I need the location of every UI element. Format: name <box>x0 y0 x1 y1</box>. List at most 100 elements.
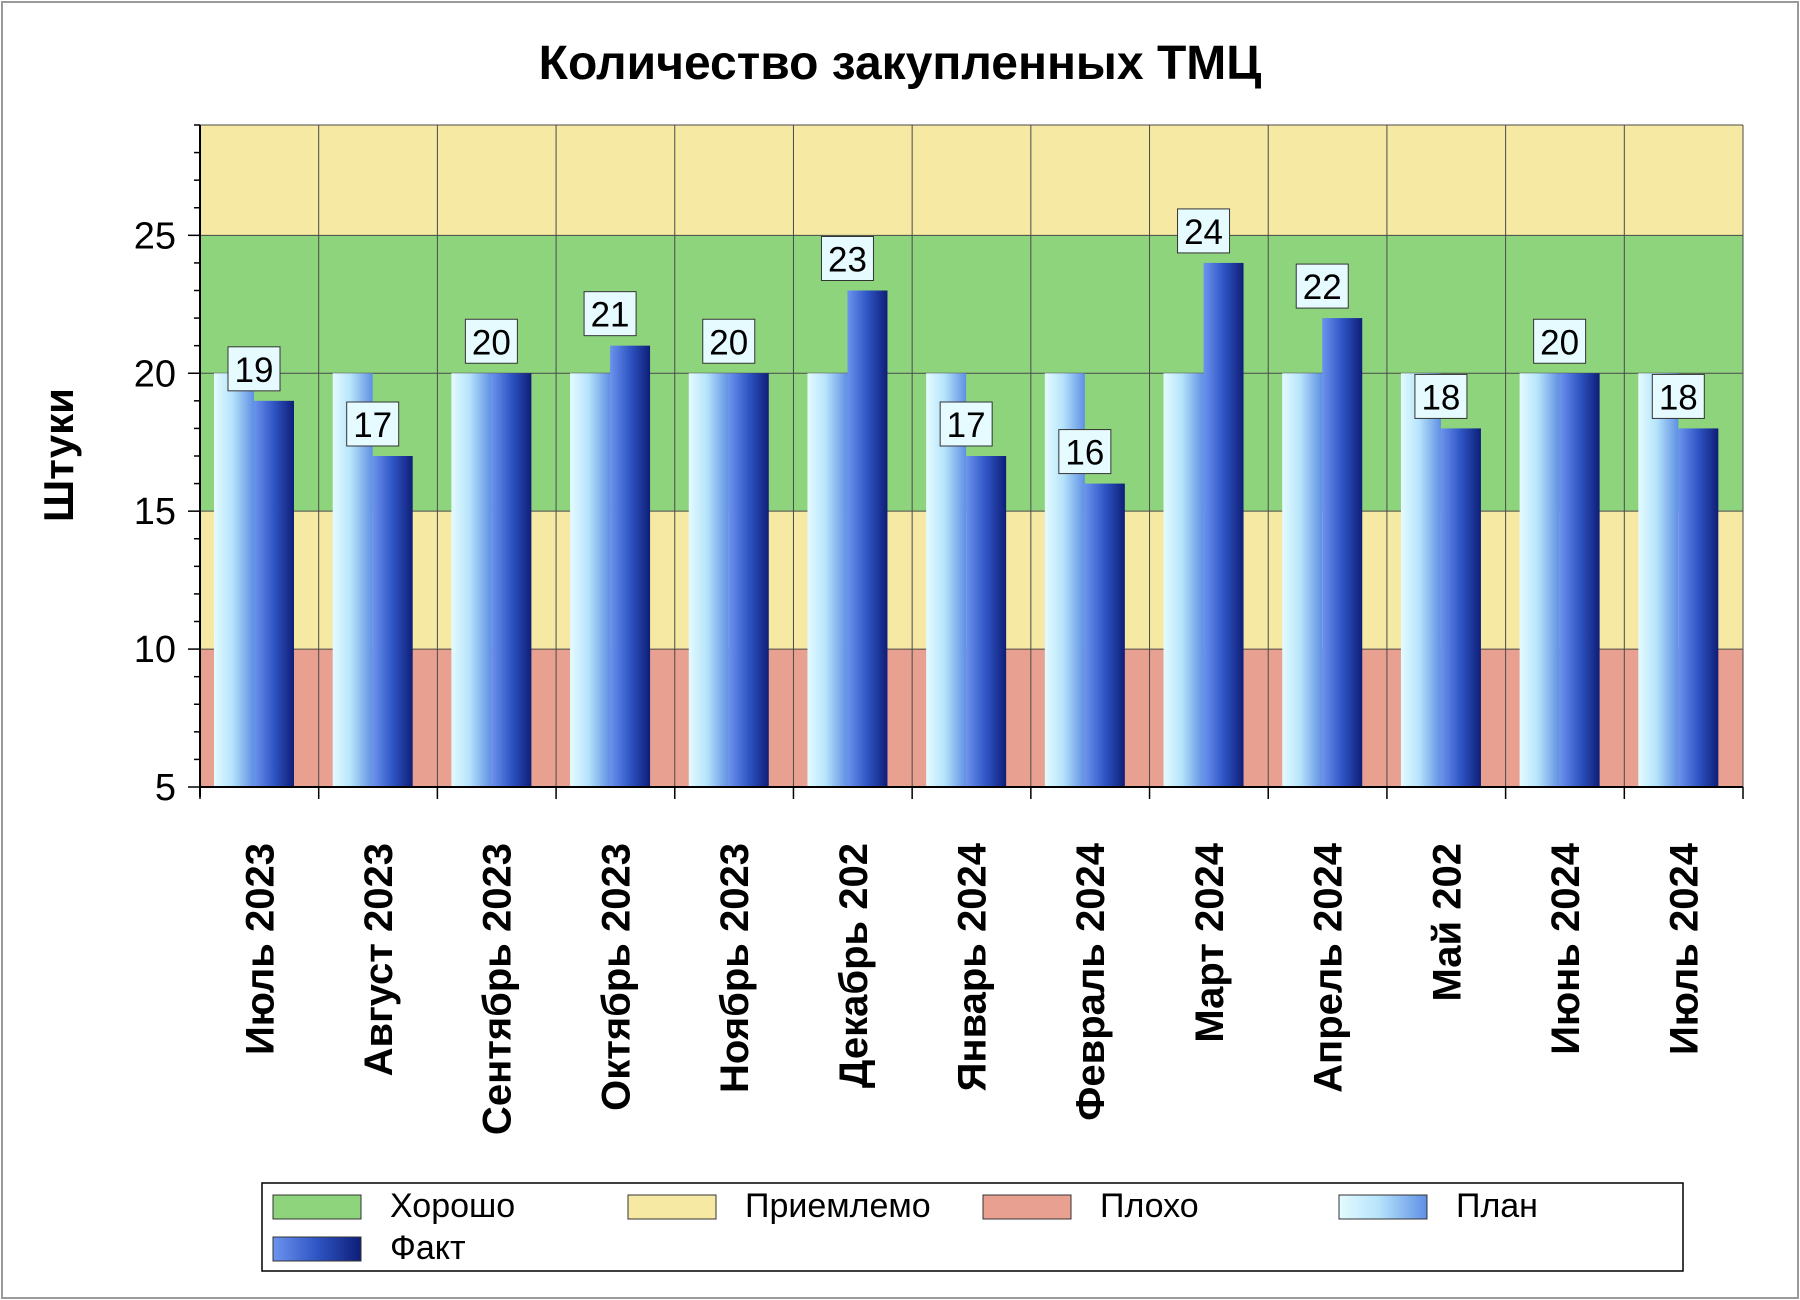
bar-plan-4 <box>688 373 729 787</box>
data-label-text-1: 17 <box>353 406 392 445</box>
bar-fact-10 <box>1440 428 1481 787</box>
bar-fact-1 <box>372 456 413 787</box>
bar-plan-0 <box>214 373 254 787</box>
data-label-box-3 <box>583 291 637 337</box>
data-label-12: 18 <box>1651 373 1705 419</box>
data-label-8: 24 <box>1177 208 1231 254</box>
data-label-text-8: 24 <box>1184 213 1223 252</box>
y-tick-label-2: 15 <box>134 491 176 533</box>
legend-swatch-4 <box>272 1236 362 1262</box>
legend: Хорошо Приемлемо Плохо План Факт <box>261 1182 1684 1272</box>
data-label-box-12 <box>1651 373 1705 419</box>
data-label-box-11 <box>1533 318 1587 364</box>
y-tick-label-1: 10 <box>134 629 176 671</box>
data-label-1: 17 <box>346 401 400 447</box>
y-tick-label-3: 20 <box>134 353 176 395</box>
data-label-box-1 <box>346 401 400 447</box>
data-label-text-5: 23 <box>828 241 867 280</box>
bar-plan-10 <box>1400 373 1441 787</box>
x-category-label-4: Ноябрь 2023 <box>713 843 757 1093</box>
data-label-5: 23 <box>820 236 874 281</box>
data-label-box-0 <box>227 346 281 392</box>
y-tick-label-0: 5 <box>155 767 176 809</box>
chart-title: Количество закупленных ТМЦ <box>539 37 1262 90</box>
x-category-label-12: Июль 2024 <box>1663 842 1707 1055</box>
band-3 <box>200 125 1743 236</box>
data-label-9: 22 <box>1295 263 1349 309</box>
data-label-text-6: 17 <box>947 406 986 445</box>
data-label-box-6 <box>939 401 993 447</box>
bar-plan-11 <box>1519 373 1560 787</box>
data-label-box-2 <box>464 318 518 364</box>
bar-fact-11 <box>1559 373 1600 787</box>
bar-fact-9 <box>1322 318 1363 787</box>
bar-plan-12 <box>1638 373 1679 787</box>
x-category-label-3: Октябрь 2023 <box>594 843 638 1111</box>
legend-label-1: Приемлемо <box>745 1187 931 1225</box>
data-label-10: 18 <box>1414 373 1468 419</box>
x-category-label-9: Апрель 2024 <box>1307 842 1351 1093</box>
data-label-2: 20 <box>464 318 518 364</box>
data-label-text-10: 18 <box>1421 378 1460 417</box>
legend-box <box>261 1182 1684 1272</box>
bar-fact-12 <box>1678 428 1719 787</box>
x-category-label-11: Июнь 2024 <box>1544 842 1588 1055</box>
data-label-11: 20 <box>1533 318 1587 364</box>
data-label-6: 17 <box>939 401 993 447</box>
data-label-box-4 <box>702 318 756 364</box>
bars <box>214 262 1719 788</box>
data-label-box-5 <box>820 236 874 281</box>
bar-fact-8 <box>1203 262 1244 788</box>
axes: 5 10 15 20 25 Июль 2023 Август 2023 Сентябрь 20… <box>134 124 1744 1135</box>
x-category-label-10: Май 202 <box>1425 843 1469 1002</box>
legend-label-3: План <box>1456 1187 1538 1225</box>
data-label-text-0: 19 <box>235 351 274 390</box>
bar-plan-8 <box>1163 373 1204 787</box>
x-category-label-1: Август 2023 <box>357 843 401 1076</box>
legend-label-4: Факт <box>390 1229 466 1267</box>
data-label-box-10 <box>1414 373 1468 419</box>
legend-swatch-0 <box>272 1194 362 1220</box>
bar-plan-5 <box>807 373 848 787</box>
legend-label-2: Плохо <box>1100 1187 1199 1225</box>
data-label-text-12: 18 <box>1659 378 1698 417</box>
x-category-label-7: Февраль 2024 <box>1069 842 1113 1121</box>
bar-fact-0 <box>254 400 294 787</box>
x-category-label-5: Декабрь 202 <box>832 843 876 1088</box>
legend-swatch-2 <box>982 1194 1072 1220</box>
x-category-label-2: Сентябрь 2023 <box>476 843 520 1135</box>
legend-swatch-1 <box>627 1194 717 1220</box>
data-label-text-7: 16 <box>1065 434 1104 473</box>
bar-plan-2 <box>451 373 492 787</box>
data-label-box-7 <box>1058 429 1112 475</box>
bar-fact-6 <box>966 456 1007 787</box>
data-label-text-9: 22 <box>1303 268 1342 307</box>
bar-fact-3 <box>610 345 651 787</box>
data-label-text-2: 20 <box>472 323 511 362</box>
bar-plan-9 <box>1282 373 1323 787</box>
legend-swatch-3 <box>1338 1194 1428 1220</box>
chart: Количество закупленных ТМЦ Штуки 19 17 20 2… <box>35 37 1744 1272</box>
data-label-text-3: 21 <box>591 296 630 335</box>
data-label-text-11: 20 <box>1540 323 1579 362</box>
bar-plan-3 <box>570 373 611 787</box>
y-tick-label-4: 25 <box>134 215 176 257</box>
x-category-label-0: Июль 2023 <box>238 843 282 1055</box>
y-axis-label: Штуки <box>35 388 82 522</box>
data-label-box-8 <box>1177 208 1231 254</box>
bar-fact-5 <box>847 290 888 787</box>
data-label-box-9 <box>1295 263 1349 309</box>
bar-fact-2 <box>491 373 532 787</box>
data-label-4: 20 <box>702 318 756 364</box>
x-category-label-6: Январь 2024 <box>951 842 995 1091</box>
data-label-3: 21 <box>583 291 637 337</box>
data-label-0: 19 <box>227 346 281 392</box>
data-labels: 19 17 20 21 20 23 17 16 24 22 18 20 18 <box>227 208 1705 475</box>
data-label-7: 16 <box>1058 429 1112 475</box>
bar-fact-4 <box>728 373 769 787</box>
bar-fact-7 <box>1084 483 1125 787</box>
x-category-label-8: Март 2024 <box>1188 842 1232 1042</box>
data-label-text-4: 20 <box>709 323 748 362</box>
legend-label-0: Хорошо <box>390 1187 515 1225</box>
